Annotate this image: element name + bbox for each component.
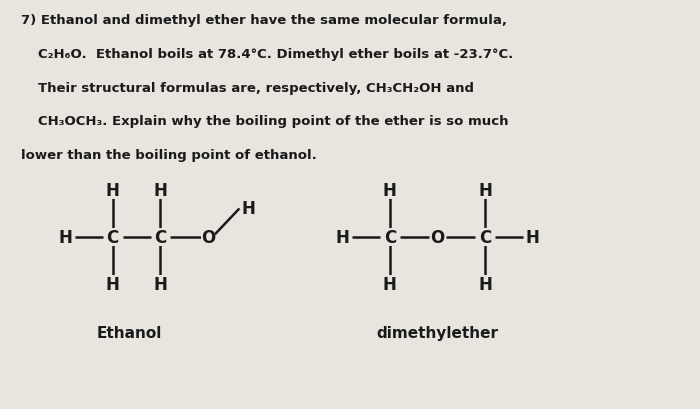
Text: lower than the boiling point of ethanol.: lower than the boiling point of ethanol. — [21, 148, 316, 162]
Text: H: H — [383, 275, 397, 293]
Text: H: H — [335, 228, 349, 246]
Text: C: C — [154, 228, 167, 246]
Text: C₂H₆O.  Ethanol boils at 78.4°C. Dimethyl ether boils at -23.7°C.: C₂H₆O. Ethanol boils at 78.4°C. Dimethyl… — [38, 48, 514, 61]
Text: CH₃OCH₃. Explain why the boiling point of the ether is so much: CH₃OCH₃. Explain why the boiling point o… — [38, 115, 509, 128]
Text: 7) Ethanol and dimethyl ether have the same molecular formula,: 7) Ethanol and dimethyl ether have the s… — [21, 14, 507, 27]
Text: H: H — [153, 181, 167, 199]
Text: H: H — [241, 200, 255, 218]
Text: Ethanol: Ethanol — [97, 325, 162, 340]
Text: O: O — [430, 228, 444, 246]
Text: H: H — [526, 228, 540, 246]
Text: H: H — [153, 275, 167, 293]
Text: H: H — [478, 275, 492, 293]
Text: H: H — [383, 181, 397, 199]
Text: H: H — [106, 181, 120, 199]
Text: Their structural formulas are, respectively, CH₃CH₂OH and: Their structural formulas are, respectiv… — [38, 81, 475, 94]
Text: H: H — [106, 275, 120, 293]
Text: C: C — [106, 228, 119, 246]
Text: H: H — [478, 181, 492, 199]
Text: C: C — [479, 228, 491, 246]
Text: dimethylether: dimethylether — [377, 325, 498, 340]
Text: C: C — [384, 228, 396, 246]
Text: H: H — [58, 228, 72, 246]
Text: O: O — [201, 228, 215, 246]
